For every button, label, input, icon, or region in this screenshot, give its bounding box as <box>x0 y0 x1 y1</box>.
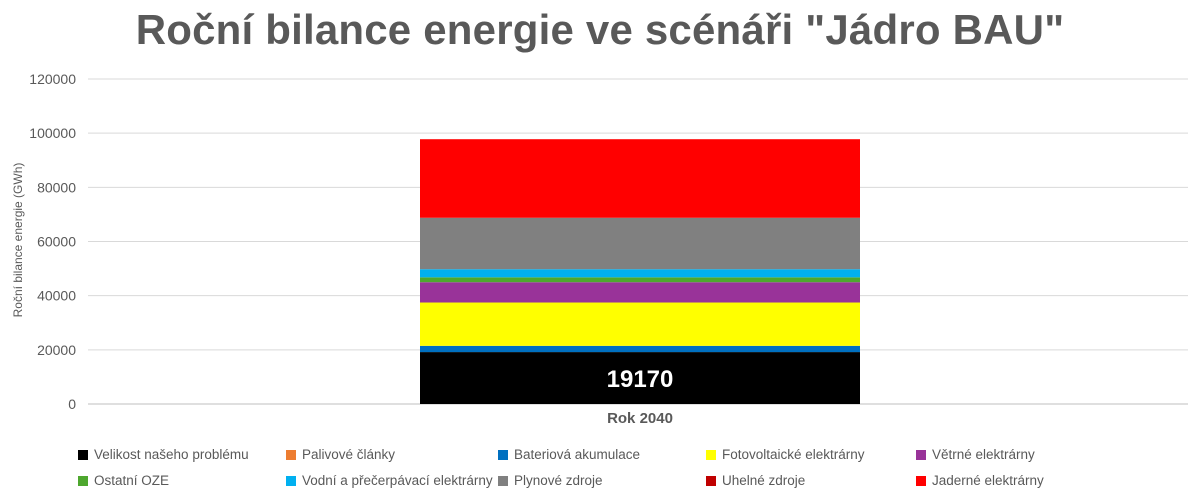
y-tick-label: 20000 <box>37 342 76 358</box>
legend-label: Plynové zdroje <box>514 473 603 488</box>
bar-segment <box>420 217 860 270</box>
legend-swatch <box>286 476 296 486</box>
y-axis-label: Roční bilance energie (GWh) <box>11 163 25 318</box>
chart-title: Roční bilance energie ve scénáři "Jádro … <box>135 6 1065 53</box>
legend-item: Velikost našeho problému <box>78 447 249 462</box>
legend-item: Ostatní OZE <box>78 473 169 488</box>
legend-item: Fotovoltaické elektrárny <box>706 447 865 462</box>
legend-item: Vodní a přečerpávací elektrárny <box>286 473 493 488</box>
y-tick-label: 60000 <box>37 234 76 250</box>
legend-label: Bateriová akumulace <box>514 447 641 462</box>
bar-segment <box>420 269 860 278</box>
legend-swatch <box>498 476 508 486</box>
legend-item: Uhelné zdroje <box>706 473 805 488</box>
bar-segment <box>420 139 860 218</box>
legend-label: Velikost našeho problému <box>94 447 249 462</box>
bar-segment <box>420 352 860 404</box>
tick-labels: 0 20000 40000 60000 80000 100000 120000 Rok 204… <box>29 71 673 427</box>
legend-swatch <box>706 476 716 486</box>
y-tick-label: 100000 <box>29 125 76 141</box>
y-tick-label: 40000 <box>37 288 76 304</box>
legend-item: Palivové články <box>286 447 395 462</box>
legend-swatch <box>78 476 88 486</box>
legend-label: Větrné elektrárny <box>932 447 1035 462</box>
legend-label: Vodní a přečerpávací elektrárny <box>302 473 493 488</box>
legend-label: Ostatní OZE <box>94 473 170 488</box>
legend-label: Jaderné elektrárny <box>932 473 1044 488</box>
legend-item: Bateriová akumulace <box>498 447 640 462</box>
legend-item: Plynové zdroje <box>498 473 603 488</box>
legend-swatch <box>286 450 296 460</box>
legend-item: Jaderné elektrárny <box>916 473 1044 488</box>
y-tick-label: 120000 <box>29 71 76 87</box>
legend-swatch <box>706 450 716 460</box>
x-category-label: Rok 2040 <box>607 410 673 427</box>
legend-label: Fotovoltaické elektrárny <box>722 447 865 462</box>
stacked-bar-chart: 19170 0 20000 40000 60000 80000 100000 120000 R… <box>11 71 1188 427</box>
legend-label: Uhelné zdroje <box>722 473 806 488</box>
legend-swatch <box>916 476 926 486</box>
legend-label: Palivové články <box>302 447 396 462</box>
legend-swatch <box>498 450 508 460</box>
bar-segment <box>420 277 860 283</box>
bar-stack: 19170 <box>420 139 860 404</box>
legend-item: Větrné elektrárny <box>916 447 1035 462</box>
y-tick-label: 0 <box>68 396 76 412</box>
bar-segment <box>420 282 860 303</box>
bar-segment <box>420 302 860 346</box>
bar-segment <box>420 345 860 353</box>
y-tick-label: 80000 <box>37 179 76 195</box>
data-label: 19170 <box>607 366 674 393</box>
legend-swatch <box>916 450 926 460</box>
legend-swatch <box>78 450 88 460</box>
